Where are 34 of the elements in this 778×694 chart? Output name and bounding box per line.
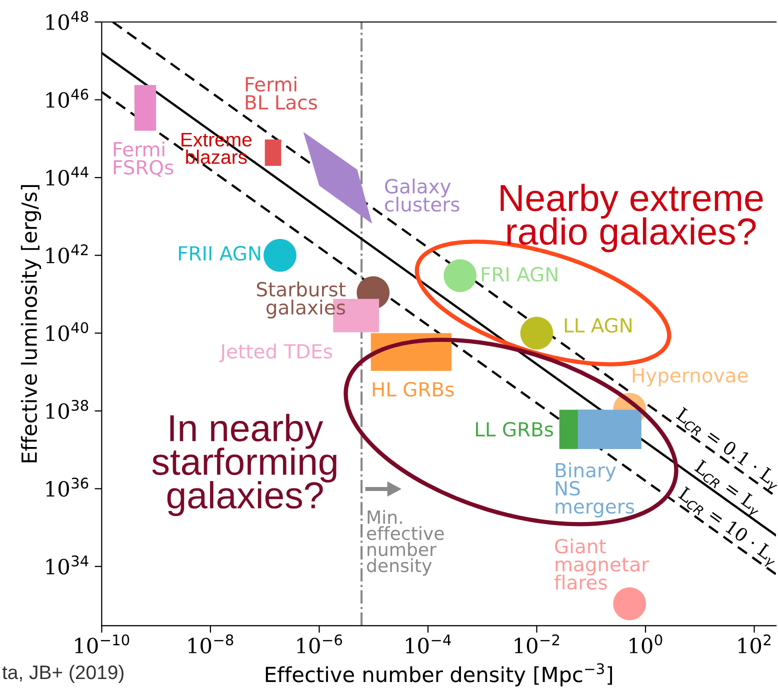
series-label: Starburst galaxies — [256, 282, 346, 318]
series-label: FRI AGN — [482, 266, 558, 282]
annotation: In nearby starforming galaxies? — [152, 414, 336, 516]
x-tick-label: 10$^{−2}$ — [514, 634, 560, 654]
x-tick-label: 10$^{−6}$ — [297, 634, 342, 654]
y-tick-label: 10$^{46}$ — [46, 88, 88, 108]
y-axis-title: Effective luminosity [erg/s] — [20, 185, 42, 462]
y-tick-label: 10$^{42}$ — [46, 244, 88, 264]
x-axis-title: Effective number density [Mpc$^{−3}$] — [266, 663, 612, 686]
series-label: LL AGN — [564, 318, 632, 333]
ref-line-label: Min. effective number density — [366, 510, 444, 576]
text: ta, JB+ (2019) — [2, 664, 124, 684]
series-label: Jetted TDEs — [219, 344, 332, 362]
y-tick-label: 10$^{34}$ — [46, 555, 88, 575]
x-tick-label: 10$^{−4}$ — [406, 634, 451, 654]
y-tick-label: 10$^{38}$ — [46, 400, 88, 419]
x-tick-label: 10$^{2}$ — [738, 634, 770, 654]
x-tick-label: 10$^{−8}$ — [188, 634, 234, 654]
y-tick-label: 10$^{36}$ — [46, 478, 88, 497]
series-label: Hypernovae — [632, 368, 748, 386]
x-tick-label: 10$^{0}$ — [630, 634, 662, 654]
y-tick-label: 10$^{48}$ — [46, 10, 88, 30]
y-tick-label: 10$^{40}$ — [46, 322, 88, 342]
series-label: Binary NS mergers — [556, 462, 634, 518]
y-tick-label: 10$^{44}$ — [46, 166, 88, 186]
series-label: HL GRBs — [372, 382, 454, 397]
series-label: LL GRBs — [476, 422, 554, 437]
series-label: Fermi BL Lacs — [246, 76, 317, 110]
series-label: Fermi FSRQs — [114, 142, 174, 177]
series-label: Giant magnetar flares — [554, 538, 650, 590]
annotation: Nearby extreme radio galaxies? — [500, 184, 763, 252]
x-tick-label: 10$^{−10}$ — [75, 634, 130, 654]
series-label: FRII AGN — [178, 246, 260, 261]
series-label: Galaxy clusters — [385, 178, 460, 212]
